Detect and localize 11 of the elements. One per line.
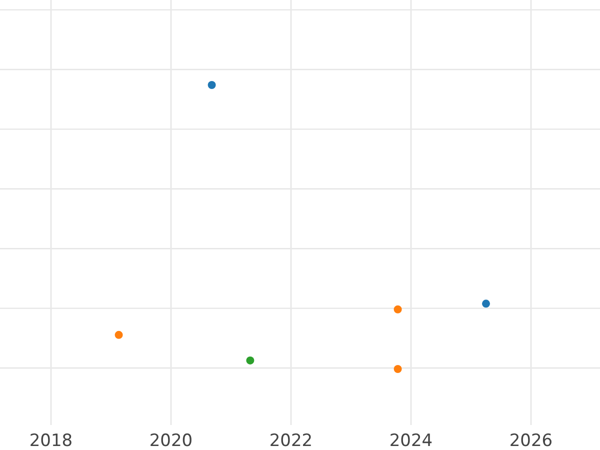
point xyxy=(482,300,490,308)
x-tick-label: 2024 xyxy=(389,431,433,450)
x-tick-label: 2018 xyxy=(29,431,73,450)
point xyxy=(246,356,254,364)
point xyxy=(394,365,402,373)
point xyxy=(394,305,402,314)
x-tick-label: 2022 xyxy=(269,431,313,450)
x-tick-label: 2026 xyxy=(509,431,553,450)
x-tick-label: 2020 xyxy=(149,431,193,450)
point xyxy=(208,81,216,89)
point xyxy=(114,330,123,339)
